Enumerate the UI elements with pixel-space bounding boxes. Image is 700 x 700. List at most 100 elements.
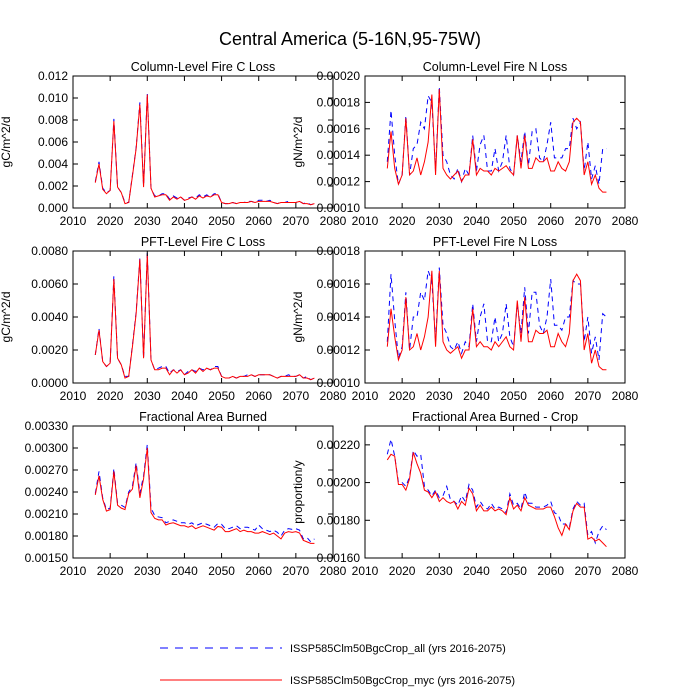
x-tick-label: 2080 xyxy=(320,214,347,228)
x-tick-label: 2050 xyxy=(500,389,527,403)
series-line xyxy=(386,86,607,187)
y-tick-label: 0.004 xyxy=(38,157,68,171)
y-tick-label: 0.00018 xyxy=(317,244,361,258)
panel-title: Column-Level Fire C Loss xyxy=(131,60,276,74)
y-tick-label: 0.0040 xyxy=(31,310,68,324)
y-tick-label: 0.0000 xyxy=(31,376,68,390)
series-line xyxy=(94,93,315,206)
x-tick-label: 2070 xyxy=(575,389,602,403)
plot-frame xyxy=(364,425,626,559)
y-tick-label: 0.00180 xyxy=(317,513,361,527)
chart-panel: 2010 2020 2030 2040 2050 2060 2070 2080 0.000 0.0… xyxy=(0,60,347,228)
series-line xyxy=(94,447,315,544)
y-axis-label: gC/m^2/d xyxy=(0,117,13,168)
x-tick-label: 2050 xyxy=(208,389,235,403)
x-tick-label: 2030 xyxy=(134,389,161,403)
x-tick-label: 2030 xyxy=(426,214,453,228)
panel-title: Column-Level Fire N Loss xyxy=(423,60,568,74)
x-tick-label: 2060 xyxy=(245,389,272,403)
y-tick-label: 0.00010 xyxy=(317,376,361,390)
x-tick-label: 2040 xyxy=(463,389,490,403)
x-tick-label: 2060 xyxy=(245,564,272,578)
x-tick-label: 2060 xyxy=(537,214,564,228)
legend-label-all: ISSP585Clm50BgcCrop_all (yrs 2016-2075) xyxy=(290,643,506,655)
x-tick-label: 2040 xyxy=(463,214,490,228)
panels: 2010 2020 2030 2040 2050 2060 2070 2080 0.000 0.0… xyxy=(0,60,639,578)
x-tick-label: 2020 xyxy=(389,389,416,403)
y-tick-label: 0.00016 xyxy=(317,277,361,291)
y-tick-label: 0.00270 xyxy=(25,463,69,477)
y-tick-label: 0.00012 xyxy=(317,343,361,357)
series-line xyxy=(94,444,315,543)
x-tick-label: 2030 xyxy=(426,564,453,578)
y-tick-label: 0.012 xyxy=(38,69,68,83)
x-tick-label: 2050 xyxy=(208,564,235,578)
series-line xyxy=(386,270,607,371)
x-tick-label: 2020 xyxy=(97,389,124,403)
y-tick-label: 0.00240 xyxy=(25,485,69,499)
chart-panel: 2010 2020 2030 2040 2050 2060 2070 20800.000100… xyxy=(291,235,639,403)
x-tick-label: 2070 xyxy=(575,564,602,578)
y-tick-label: 0.00014 xyxy=(317,148,361,162)
y-tick-label: 0.00300 xyxy=(25,441,69,455)
y-tick-label: 0.00330 xyxy=(25,419,69,433)
x-tick-label: 2070 xyxy=(575,214,602,228)
x-tick-label: 2080 xyxy=(320,564,347,578)
x-tick-label: 2010 xyxy=(60,389,87,403)
series-line xyxy=(386,439,607,545)
series-line xyxy=(386,452,607,548)
series-line xyxy=(94,94,315,206)
y-tick-label: 0.0080 xyxy=(31,244,68,258)
x-tick-label: 2010 xyxy=(352,389,379,403)
x-tick-label: 2050 xyxy=(500,214,527,228)
chart-panel: 2010 2020 2030 2040 2050 2060 2070 2080 0.00150 0… xyxy=(25,410,347,578)
x-tick-label: 2060 xyxy=(245,214,272,228)
y-tick-label: 0.008 xyxy=(38,113,68,127)
x-tick-label: 2080 xyxy=(612,389,639,403)
y-tick-label: 0.00012 xyxy=(317,175,361,189)
chart-panel: 2010 2020 2030 2040 2050 2060 2070 20800.000100… xyxy=(291,60,639,228)
chart-panel: 2010 2020 2030 2040 2050 2060 2070 2080 0.0000 0.… xyxy=(0,235,347,403)
x-tick-label: 2040 xyxy=(171,564,198,578)
series-line xyxy=(94,254,315,381)
y-tick-label: 0.00018 xyxy=(317,95,361,109)
x-tick-label: 2080 xyxy=(612,564,639,578)
x-tick-label: 2010 xyxy=(60,564,87,578)
figure-title: Central America (5-16N,95-75W) xyxy=(219,29,481,49)
y-tick-label: 0.00210 xyxy=(25,507,69,521)
y-tick-label: 0.0060 xyxy=(31,277,68,291)
x-tick-label: 2080 xyxy=(320,389,347,403)
legend-label-myc: ISSP585Clm50BgcCrop_myc (yrs 2016-2075) xyxy=(290,675,515,687)
y-axis-label: gN/m^2/d xyxy=(291,117,305,168)
y-tick-label: 0.006 xyxy=(38,135,68,149)
y-tick-label: 0.000 xyxy=(38,201,68,215)
panel-title: Fractional Area Burned xyxy=(139,410,267,424)
y-tick-label: 0.00220 xyxy=(317,438,361,452)
panel-title: Fractional Area Burned - Crop xyxy=(412,410,578,424)
y-tick-label: 0.00200 xyxy=(317,476,361,490)
x-tick-label: 2040 xyxy=(463,564,490,578)
x-tick-label: 2020 xyxy=(389,564,416,578)
x-tick-label: 2070 xyxy=(283,564,310,578)
y-tick-label: 0.00016 xyxy=(317,122,361,136)
panel-title: PFT-Level Fire N Loss xyxy=(433,235,557,249)
chart-panel: 2010 2020 2030 2040 2050 2060 2070 20800.001600… xyxy=(291,410,639,578)
y-axis-label: gC/m^2/d xyxy=(0,292,13,343)
x-tick-label: 2080 xyxy=(612,214,639,228)
legend: ISSP585Clm50BgcCrop_all (yrs 2016-2075) … xyxy=(160,643,515,687)
y-axis-label: gN/m^2/d xyxy=(291,292,305,343)
y-tick-label: 0.00180 xyxy=(25,529,69,543)
x-tick-label: 2060 xyxy=(537,564,564,578)
x-tick-label: 2020 xyxy=(97,564,124,578)
x-tick-label: 2010 xyxy=(352,214,379,228)
series-line xyxy=(386,89,607,193)
x-tick-label: 2030 xyxy=(134,564,161,578)
plot-frame xyxy=(364,75,626,209)
x-tick-label: 2020 xyxy=(97,214,124,228)
x-tick-label: 2010 xyxy=(60,214,87,228)
y-axis-label: proportion/y xyxy=(291,460,305,523)
y-tick-label: 0.002 xyxy=(38,179,68,193)
x-tick-label: 2040 xyxy=(171,214,198,228)
x-tick-label: 2030 xyxy=(134,214,161,228)
